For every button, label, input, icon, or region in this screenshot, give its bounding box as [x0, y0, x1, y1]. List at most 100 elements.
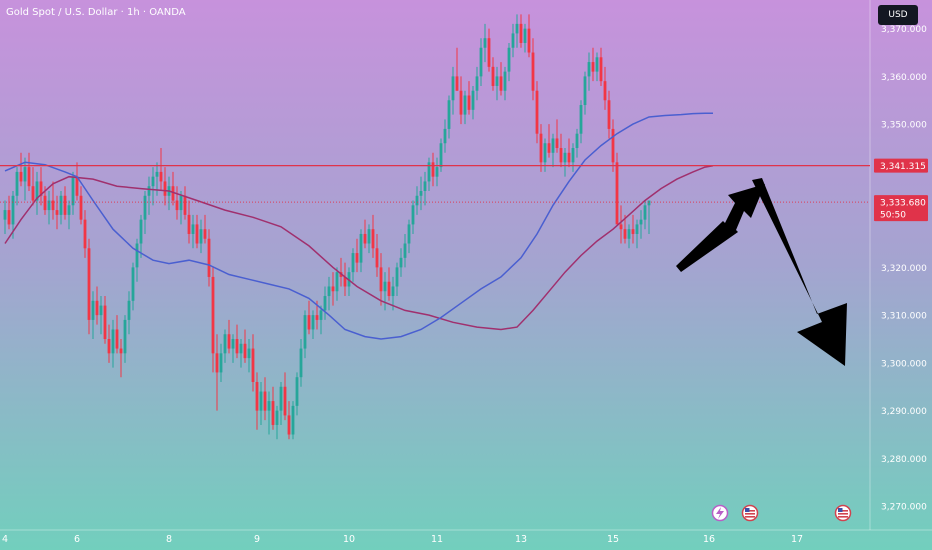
- us-flag-icon[interactable]: [741, 504, 759, 522]
- candle: [383, 272, 387, 311]
- candle-body: [299, 348, 303, 378]
- candle-body: [195, 224, 199, 244]
- candle-body: [467, 95, 471, 110]
- candle: [31, 167, 35, 206]
- candle: [279, 381, 283, 425]
- ma-slow-line: [4, 164, 714, 331]
- ma-fast-line: [4, 112, 713, 340]
- candle: [495, 66, 499, 101]
- candle: [367, 224, 371, 254]
- candle: [59, 190, 63, 225]
- candle: [463, 90, 467, 125]
- candle-body: [267, 401, 271, 411]
- candle: [127, 291, 131, 335]
- candle: [195, 214, 199, 249]
- candle-body: [511, 33, 515, 48]
- candle: [471, 85, 475, 120]
- price-axis[interactable]: 3,370.000 3,360.000 3,350.000 3,320.000 3,31…: [881, 25, 927, 512]
- candle: [91, 291, 95, 340]
- candle: [579, 100, 583, 144]
- candle: [103, 296, 107, 344]
- candle-body: [359, 233, 363, 263]
- price-level-tag: [874, 158, 928, 173]
- candle: [627, 224, 631, 249]
- candle-body: [247, 348, 251, 359]
- candle: [451, 66, 455, 115]
- candle-body: [287, 415, 291, 435]
- candle: [491, 57, 495, 91]
- candle: [163, 167, 167, 206]
- candle: [143, 190, 147, 234]
- candle-body: [187, 214, 191, 234]
- candle: [15, 167, 19, 206]
- flash-icon[interactable]: [711, 504, 729, 522]
- candle: [175, 186, 179, 220]
- candle-body: [3, 210, 7, 220]
- candle: [259, 381, 263, 425]
- candle: [643, 200, 647, 230]
- candle-body: [19, 171, 23, 182]
- candle-body: [367, 229, 371, 244]
- candle-body: [83, 219, 87, 249]
- candle: [439, 138, 443, 172]
- candle: [475, 66, 479, 101]
- candle-body: [47, 200, 51, 211]
- candle-body: [391, 286, 395, 297]
- candle-body: [119, 348, 123, 354]
- candle: [271, 386, 275, 430]
- price-levels-group: 3,341.315 3,333.680 50:50: [0, 158, 928, 222]
- candle-body: [415, 195, 419, 206]
- candle: [327, 276, 331, 311]
- candle: [139, 214, 143, 258]
- candle: [507, 42, 511, 82]
- candle: [95, 286, 99, 325]
- candle: [363, 219, 367, 249]
- candle: [183, 186, 187, 220]
- candle-body: [327, 286, 331, 297]
- candle: [551, 133, 555, 168]
- candle: [303, 310, 307, 359]
- forecast-arrows: [676, 178, 847, 366]
- candle: [307, 300, 311, 335]
- candle: [107, 324, 111, 363]
- x-tick-label: 6: [74, 534, 80, 545]
- candle: [635, 219, 639, 249]
- candle-body: [551, 138, 555, 153]
- candle-body: [307, 315, 311, 330]
- candle: [591, 47, 595, 82]
- candle-body: [39, 181, 43, 196]
- candle-body: [227, 334, 231, 349]
- candle: [159, 148, 163, 191]
- candle-body: [175, 200, 179, 211]
- candle-body: [259, 391, 263, 411]
- candle: [387, 267, 391, 301]
- candle: [291, 401, 295, 440]
- candle-body: [567, 152, 571, 163]
- candle: [619, 205, 623, 244]
- x-tick-label: 9: [254, 534, 260, 545]
- candle-body: [479, 47, 483, 77]
- candle: [379, 253, 383, 306]
- time-axis[interactable]: 4 6 8 9 10 11 13 15 16 17: [2, 534, 803, 545]
- currency-button[interactable]: USD: [878, 5, 918, 25]
- candle-body: [459, 90, 463, 115]
- candle-body: [383, 281, 387, 292]
- candle-body: [607, 100, 611, 129]
- candle-body: [403, 243, 407, 258]
- candle-body: [643, 205, 647, 220]
- candle: [79, 186, 83, 225]
- candle: [399, 248, 403, 277]
- candle-body: [575, 133, 579, 149]
- us-flag-icon[interactable]: [834, 504, 852, 522]
- candle: [267, 391, 271, 435]
- candle-body: [611, 128, 615, 163]
- candle-body: [203, 229, 207, 239]
- candle-body: [295, 377, 299, 406]
- candle-body: [527, 28, 531, 53]
- candle: [263, 377, 267, 421]
- candle-body: [115, 329, 119, 349]
- candle: [283, 372, 287, 421]
- candle-body: [323, 296, 327, 311]
- candle: [559, 133, 563, 168]
